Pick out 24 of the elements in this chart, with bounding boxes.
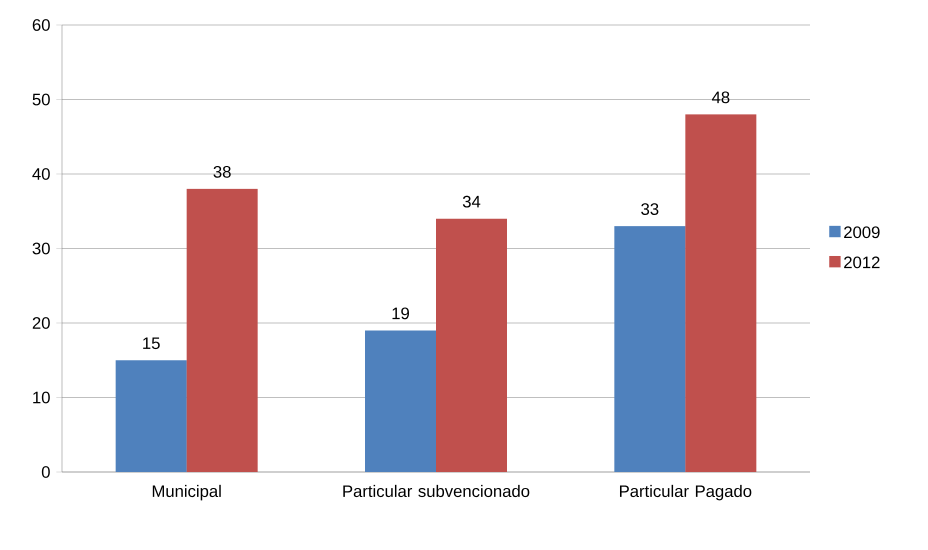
data-label: 33 (641, 203, 658, 215)
legend-label: 2009 (844, 226, 880, 238)
x-tick-label: Particular subvencionado (343, 484, 530, 498)
y-tick-label: 20 (32, 317, 50, 329)
bar (685, 114, 756, 472)
x-tick-label: Particular Pagado (620, 484, 752, 500)
bar (614, 226, 686, 472)
data-label: 34 (462, 196, 480, 208)
data-label: 38 (214, 166, 231, 178)
data-label: 15 (143, 337, 160, 350)
y-tick-label: 50 (32, 94, 50, 106)
bar (436, 218, 508, 472)
y-tick-label: 30 (32, 242, 50, 254)
bar (186, 188, 258, 472)
data-label: 48 (712, 91, 730, 104)
bar (116, 360, 187, 472)
legend-label: 2012 (844, 256, 880, 268)
y-tick-label: 0 (42, 466, 50, 478)
y-tick-label: 40 (32, 168, 50, 180)
y-tick-label: 10 (33, 392, 50, 404)
y-tick-label: 60 (32, 19, 50, 31)
data-label: 19 (392, 308, 409, 320)
bar (365, 330, 436, 472)
x-tick-label: Municipal (152, 484, 221, 500)
